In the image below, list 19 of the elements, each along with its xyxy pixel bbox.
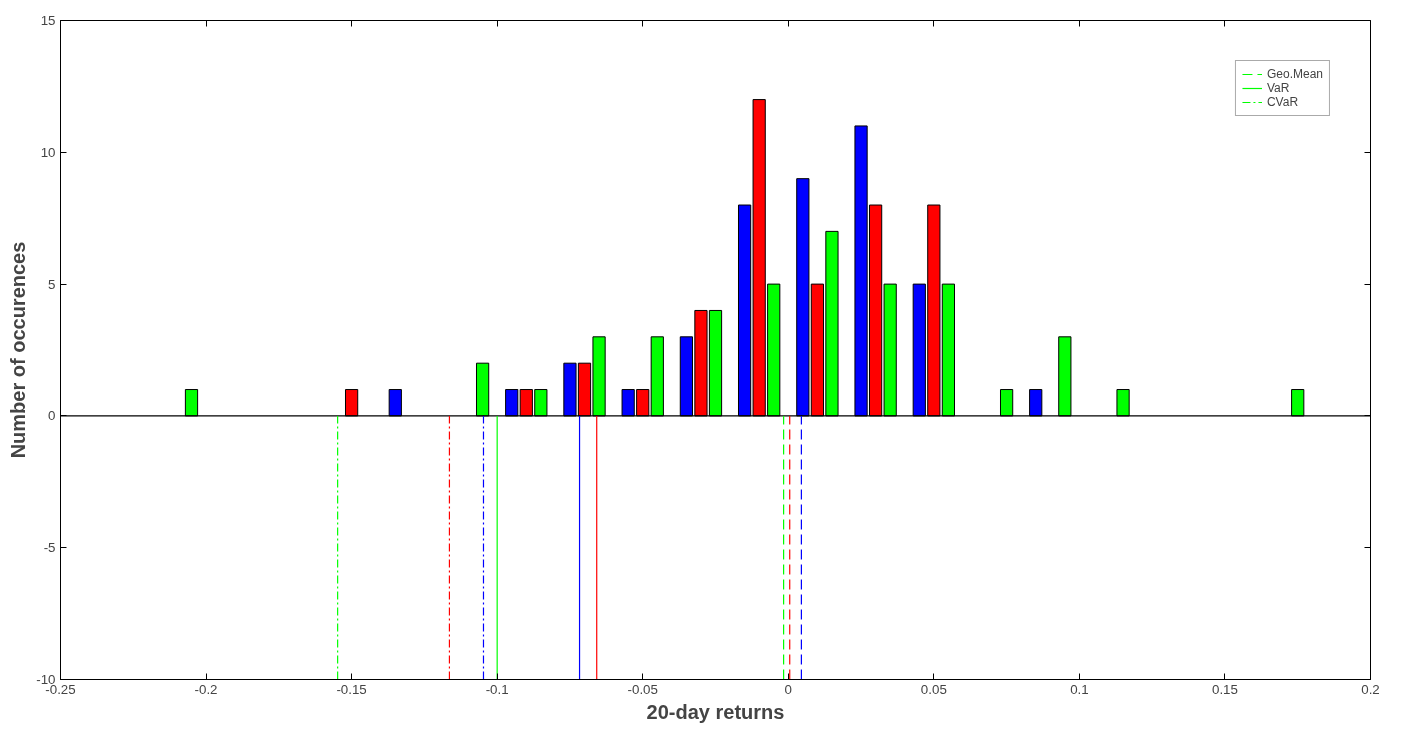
x-axis-title: 20-day returns (646, 700, 785, 723)
legend-label: VaR (1266, 81, 1290, 95)
x-tick-label: 0.15 (1211, 681, 1238, 697)
y-tick-label: 0 (48, 408, 56, 424)
x-tick-label: -0.2 (194, 681, 218, 697)
x-tick-label: 0.2 (1361, 681, 1380, 697)
x-tick-label: -0.15 (336, 681, 367, 697)
x-tick-label: 0.05 (920, 681, 947, 697)
y-tick-label: 5 (48, 276, 56, 292)
x-tick-label: -0.05 (627, 681, 658, 697)
y-axis-title: Number of occurences (7, 241, 30, 459)
x-tick-label: -0.1 (485, 681, 509, 697)
x-tick-label: 0.1 (1070, 681, 1089, 697)
y-tick-label: 10 (40, 144, 56, 160)
legend-label: Geo.Mean (1266, 67, 1323, 81)
y-tick-label: 15 (40, 13, 56, 28)
y-tick-label: -5 (43, 540, 56, 556)
x-tick-label: 0 (784, 681, 792, 697)
legend-label: CVaR (1266, 95, 1299, 109)
